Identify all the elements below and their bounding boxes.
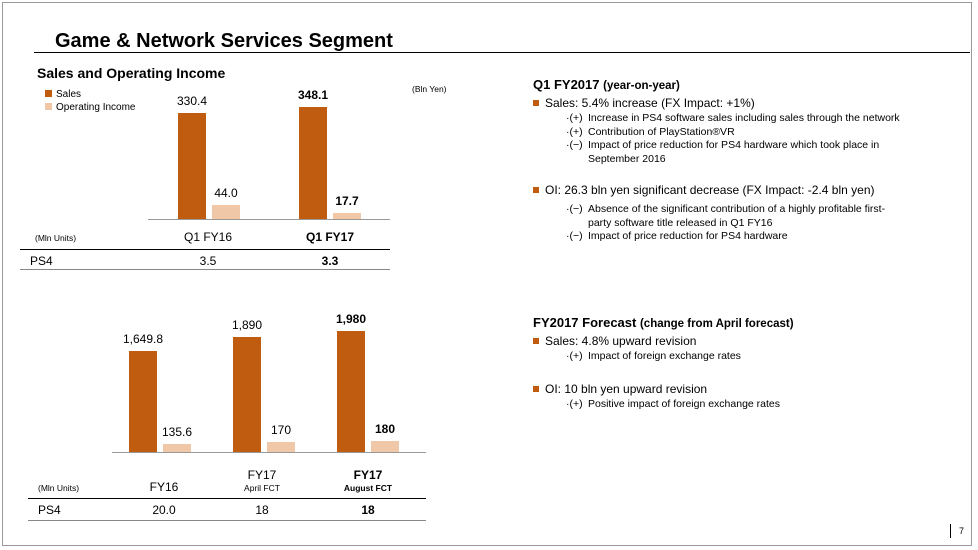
bullet-square-icon	[533, 100, 539, 106]
detail-marker: ·(+)	[566, 112, 583, 124]
chart-forecast-oi-bar-3	[371, 441, 399, 452]
bottom-table-rule-top	[28, 498, 426, 499]
chart-forecast-axis	[112, 452, 426, 453]
bullet-square-icon	[533, 386, 539, 392]
bottom-table-rule-bottom	[28, 520, 426, 521]
chart-q1-oi-value-label-2: 17.7	[335, 194, 359, 209]
title-underline	[34, 52, 970, 53]
detail-text: Impact of foreign exchange rates	[588, 350, 741, 362]
detail-line: ·(+) Positive impact of foreign exchange …	[566, 398, 780, 410]
top-table-value-2: 3.3	[321, 254, 339, 268]
chart-q1-oi-value-label-1: 44.0	[214, 185, 238, 200]
chart-q1-oi-bar-2	[333, 213, 361, 219]
bullet-square-icon	[533, 187, 539, 193]
chart-q1-axis	[148, 219, 390, 220]
chart-q1-sales-bar-1	[178, 112, 206, 219]
bottom-table-value-3: 18	[361, 503, 375, 517]
chart-q1-category-1: Q1 FY16	[183, 230, 233, 244]
detail-line: ·(−) Impact of price reduction for PS4 ha…	[566, 139, 879, 151]
detail-marker: ·(+)	[566, 125, 583, 138]
detail-text: Impact of price reduction for PS4 hardwa…	[588, 139, 880, 151]
top-table-rule-bottom	[20, 269, 390, 270]
detail-line: ·(+) Contribution of PlayStation®VR	[566, 126, 735, 138]
top-table-units-label: (Mln Units)	[35, 233, 77, 243]
top-table-rule-top	[20, 249, 390, 250]
legend-sales-swatch	[45, 90, 52, 97]
legend-sales-label: Sales	[56, 89, 82, 100]
chart-forecast-oi-value-label-3: 180	[374, 422, 396, 436]
q1-oi-bullet: OI: 26.3 bln yen significant decrease (F…	[533, 183, 875, 197]
chart-forecast-sales-bar-3	[337, 331, 365, 452]
detail-line: party software title released in Q1 FY16	[566, 217, 772, 229]
chart-forecast-sales-value-label-1: 1,649.8	[122, 332, 164, 347]
legend-oi-label: Operating Income	[56, 102, 136, 113]
top-table-value-1: 3.5	[199, 254, 217, 268]
detail-marker: ·(−)	[566, 230, 583, 242]
detail-line: ·(+) Increase in PS4 software sales inclu…	[566, 112, 900, 124]
detail-marker: ·(−)	[566, 203, 583, 215]
section-title: Sales and Operating Income	[37, 65, 226, 81]
chart-q1-sales-bar-2	[299, 107, 327, 219]
q1-sales-bullet: Sales: 5.4% increase (FX Impact: +1%)	[533, 96, 755, 110]
legend-sales: Sales	[45, 89, 81, 100]
q1-heading: Q1 FY2017 (year-on-year)	[533, 77, 680, 92]
chart-q1-sales-value-label-2: 348.1	[297, 88, 329, 102]
detail-marker: ·(−)	[566, 139, 583, 151]
page-number: 7	[949, 524, 964, 538]
detail-line: ·(+) Impact of foreign exchange rates	[566, 350, 741, 362]
forecast-sales-bullet: Sales: 4.8% upward revision	[533, 334, 696, 348]
chart-forecast-oi-value-label-2: 170	[270, 422, 292, 437]
q1-oi-text: OI: 26.3 bln yen significant decrease (F…	[545, 183, 875, 197]
chart-forecast-sales-bar-2	[233, 336, 261, 452]
forecast-oi-text: OI: 10 bln yen upward revision	[545, 382, 708, 396]
bottom-table-units-label: (Mln Units)	[38, 483, 80, 493]
forecast-heading-main: FY2017 Forecast	[533, 315, 637, 330]
page-title: Game & Network Services Segment	[55, 30, 393, 52]
detail-marker: ·(+)	[566, 398, 583, 410]
chart-forecast-category-2-sub: April FCT	[244, 483, 280, 493]
detail-line: ·(−) Absence of the significant contribut…	[566, 203, 885, 215]
forecast-heading: FY2017 Forecast (change from April forec…	[533, 315, 794, 330]
forecast-sales-text: Sales: 4.8% upward revision	[545, 334, 697, 348]
detail-text: September 2016	[588, 152, 666, 165]
chart-forecast-sales-value-label-3: 1,980	[335, 312, 367, 326]
chart-q1-sales-value-label-1: 330.4	[176, 93, 208, 108]
chart-forecast-category-3-sub: August FCT	[343, 483, 393, 493]
q1-heading-tail: (year-on-year)	[603, 80, 680, 92]
bottom-table-value-2: 18	[255, 503, 269, 517]
bottom-table-row-label: PS4	[38, 503, 61, 517]
chart-q1-oi-bar-1	[212, 204, 240, 219]
chart-forecast-oi-bar-1	[163, 443, 191, 452]
q1-sales-text: Sales: 5.4% increase (FX Impact: +1%)	[545, 96, 755, 110]
detail-text: Positive impact of foreign exchange rate…	[588, 398, 781, 410]
detail-text: Absence of the significant contribution …	[588, 203, 886, 215]
detail-marker: ·(+)	[566, 350, 583, 362]
chart-forecast-category-2: FY17	[247, 468, 277, 482]
chart-forecast-sales-value-label-2: 1,890	[231, 317, 263, 332]
detail-line: ·(−) Impact of price reduction for PS4 ha…	[566, 230, 788, 242]
detail-text: Increase in PS4 software sales including…	[588, 112, 900, 124]
chart-forecast-oi-bar-2	[267, 441, 295, 452]
detail-text: party software title released in Q1 FY16	[588, 216, 773, 229]
bottom-table-value-1: 20.0	[152, 503, 176, 517]
detail-text: Impact of price reduction for PS4 hardwa…	[588, 230, 788, 242]
chart-q1-category-2: Q1 FY17	[305, 230, 355, 244]
forecast-heading-tail: (change from April forecast)	[639, 318, 794, 330]
chart-forecast-category-3: FY17	[353, 468, 383, 482]
chart-forecast-oi-value-label-1: 135.6	[161, 424, 193, 439]
q1-heading-main: Q1 FY2017	[533, 77, 600, 92]
top-table-row-label: PS4	[30, 254, 53, 268]
bullet-square-icon	[533, 338, 539, 344]
unit-bln-yen: (Bln Yen)	[412, 84, 447, 94]
legend-oi-swatch	[45, 103, 52, 110]
detail-text: Contribution of PlayStation®VR	[588, 125, 735, 138]
forecast-oi-bullet: OI: 10 bln yen upward revision	[533, 382, 707, 396]
legend-oi: Operating Income	[45, 102, 136, 113]
chart-forecast-sales-bar-1	[129, 351, 157, 452]
detail-line: September 2016	[566, 153, 666, 165]
chart-forecast-category-1: FY16	[149, 480, 179, 494]
